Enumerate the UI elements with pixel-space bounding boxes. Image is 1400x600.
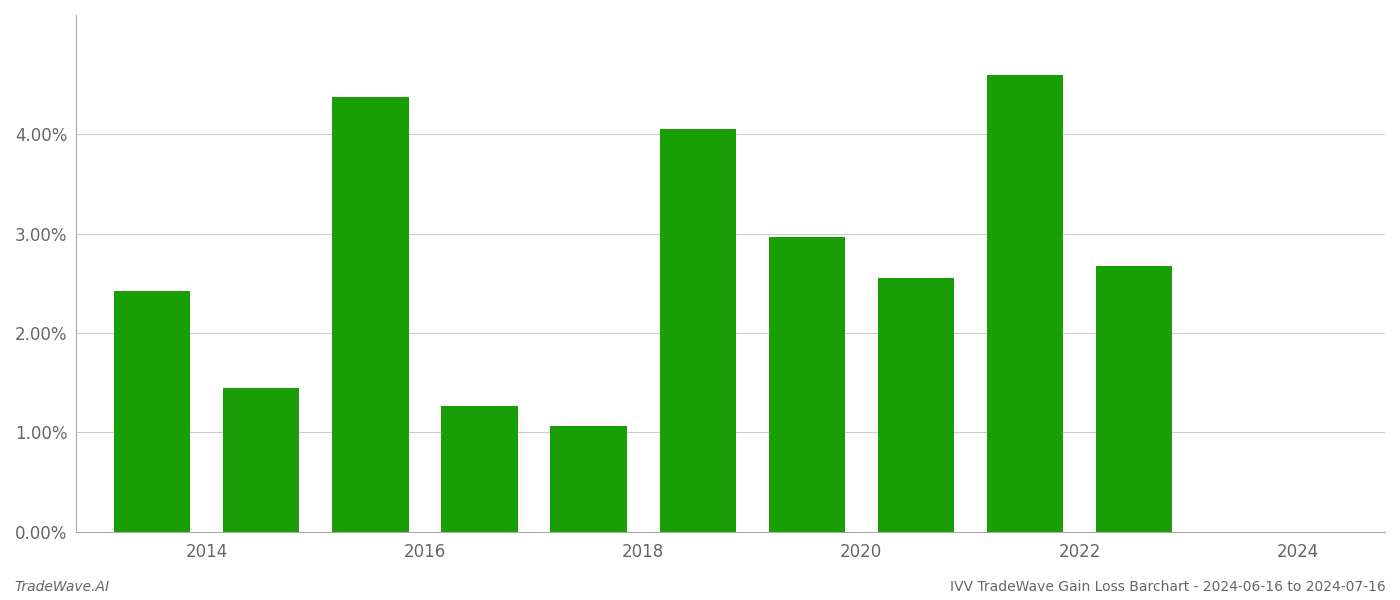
Text: IVV TradeWave Gain Loss Barchart - 2024-06-16 to 2024-07-16: IVV TradeWave Gain Loss Barchart - 2024-… [951, 580, 1386, 594]
Bar [223, 388, 300, 532]
Bar [769, 236, 846, 532]
Bar [332, 97, 409, 532]
Bar [1096, 266, 1172, 532]
Bar [878, 278, 953, 532]
Bar [659, 130, 736, 532]
Bar [113, 292, 190, 532]
Bar [441, 406, 518, 532]
Bar [987, 74, 1063, 532]
Text: TradeWave.AI: TradeWave.AI [14, 580, 109, 594]
Bar [550, 425, 627, 532]
